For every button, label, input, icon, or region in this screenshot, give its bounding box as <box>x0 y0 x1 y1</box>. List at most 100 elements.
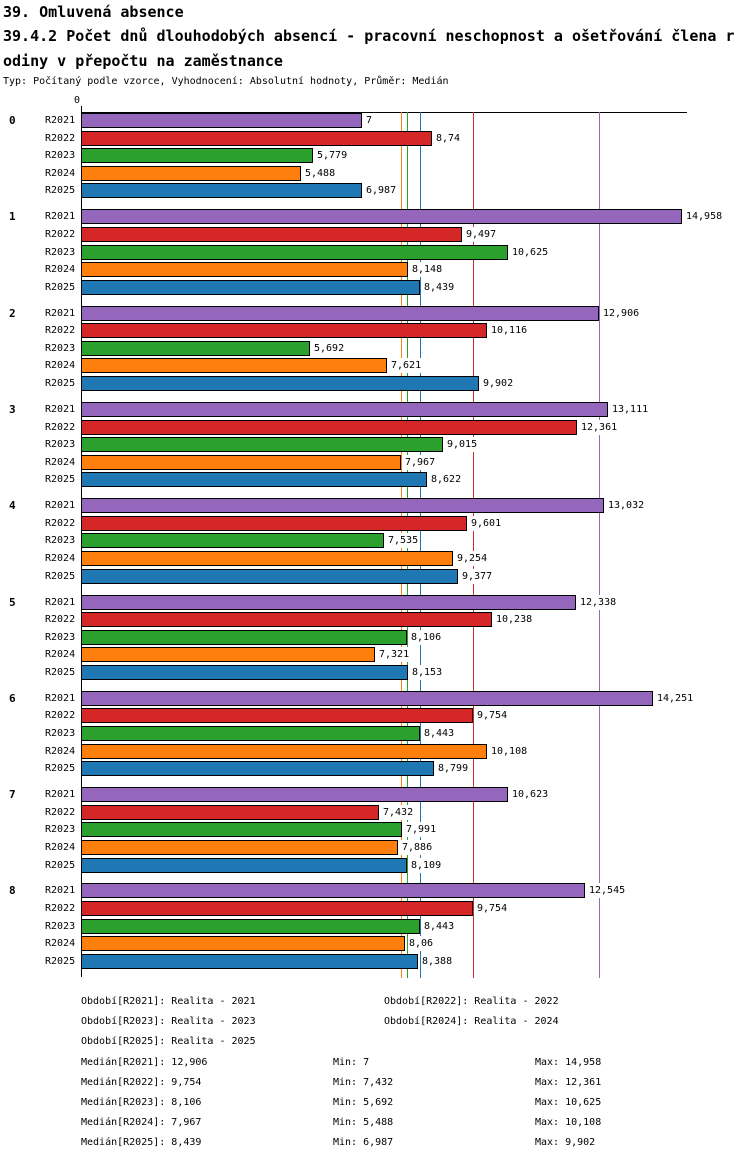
chart-title-line-1: 39.4.2 Počet dnů dlouhodobých absencí - … <box>3 27 735 45</box>
legend-min: Min: 5,692 <box>333 1097 394 1108</box>
series-label: R2024 <box>45 553 76 564</box>
bar-r2025 <box>81 954 418 969</box>
series-label: R2023 <box>45 343 76 354</box>
x-axis-line <box>81 112 687 113</box>
bar-value-label: 10,625 <box>511 245 550 260</box>
series-label: R2024 <box>45 649 76 660</box>
legend-period: Období[R2023]: Realita - 2023 <box>81 1016 256 1027</box>
bar-r2024 <box>81 744 487 759</box>
series-label: R2025 <box>45 667 76 678</box>
bar-value-label: 13,032 <box>607 498 646 513</box>
series-label: R2022 <box>45 325 76 336</box>
bar-r2023 <box>81 533 384 548</box>
bar-value-label: 9,254 <box>456 551 489 566</box>
bar-value-label: 8,109 <box>410 858 443 873</box>
group-label: 3 <box>9 403 16 416</box>
series-label: R2022 <box>45 710 76 721</box>
bar-r2022 <box>81 420 577 435</box>
series-label: R2021 <box>45 500 76 511</box>
bar-value-label: 7,886 <box>401 840 434 855</box>
bar-value-label: 6,987 <box>365 183 398 198</box>
bar-r2021 <box>81 306 599 321</box>
series-label: R2023 <box>45 728 76 739</box>
series-label: R2023 <box>45 439 76 450</box>
bar-r2021 <box>81 402 608 417</box>
series-label: R2023 <box>45 632 76 643</box>
series-label: R2022 <box>45 422 76 433</box>
legend-max: Max: 14,958 <box>535 1057 602 1068</box>
bar-r2023 <box>81 630 407 645</box>
series-label: R2025 <box>45 571 76 582</box>
bar-value-label: 7,321 <box>378 647 411 662</box>
bar-value-label: 10,238 <box>495 612 534 627</box>
series-label: R2025 <box>45 378 76 389</box>
legend-period: Období[R2024]: Realita - 2024 <box>384 1016 559 1027</box>
bar-r2023 <box>81 822 402 837</box>
bar-value-label: 7,991 <box>405 822 438 837</box>
bar-r2022 <box>81 805 379 820</box>
bar-value-label: 9,497 <box>465 227 498 242</box>
bar-r2023 <box>81 919 420 934</box>
bar-value-label: 8,799 <box>437 761 470 776</box>
group-label: 0 <box>9 114 16 127</box>
bar-r2024 <box>81 358 387 373</box>
bar-value-label: 8,74 <box>435 131 462 146</box>
group-label: 7 <box>9 788 16 801</box>
bar-r2024 <box>81 936 405 951</box>
bar-value-label: 7,432 <box>382 805 415 820</box>
bar-value-label: 8,622 <box>430 472 463 487</box>
bar-value-label: 14,958 <box>685 209 724 224</box>
bar-r2021 <box>81 498 604 513</box>
series-label: R2024 <box>45 457 76 468</box>
bar-value-label: 14,251 <box>656 691 695 706</box>
median-line-r2022 <box>473 112 474 978</box>
bar-r2024 <box>81 647 375 662</box>
series-label: R2024 <box>45 360 76 371</box>
bar-r2022 <box>81 901 473 916</box>
bar-value-label: 9,015 <box>446 437 479 452</box>
bar-value-label: 13,111 <box>611 402 650 417</box>
bar-r2022 <box>81 323 487 338</box>
bar-value-label: 9,754 <box>476 708 509 723</box>
bar-value-label: 12,545 <box>588 883 627 898</box>
legend-median: Medián[R2023]: 8,106 <box>81 1097 202 1108</box>
bar-r2022 <box>81 612 492 627</box>
bar-r2024 <box>81 166 301 181</box>
bar-value-label: 8,153 <box>411 665 444 680</box>
series-label: R2022 <box>45 614 76 625</box>
bar-value-label: 7,535 <box>387 533 420 548</box>
bar-r2025 <box>81 761 434 776</box>
legend-min: Min: 6,987 <box>333 1137 394 1148</box>
bar-r2021 <box>81 595 576 610</box>
series-label: R2023 <box>45 535 76 546</box>
bar-value-label: 8,439 <box>423 280 456 295</box>
bar-r2022 <box>81 516 467 531</box>
bar-r2021 <box>81 787 508 802</box>
bar-value-label: 10,108 <box>490 744 529 759</box>
bar-value-label: 12,361 <box>580 420 619 435</box>
series-label: R2021 <box>45 404 76 415</box>
bar-value-label: 8,388 <box>421 954 454 969</box>
bar-value-label: 5,692 <box>313 341 346 356</box>
legend-median: Medián[R2025]: 8,439 <box>81 1137 202 1148</box>
chart-subtitle: Typ: Počítaný podle vzorce, Vyhodnocení:… <box>3 76 449 87</box>
series-label: R2021 <box>45 789 76 800</box>
bar-r2021 <box>81 113 362 128</box>
bar-r2024 <box>81 262 408 277</box>
series-label: R2021 <box>45 115 76 126</box>
bar-r2021 <box>81 883 585 898</box>
legend-min: Min: 7,432 <box>333 1077 394 1088</box>
bar-r2025 <box>81 472 427 487</box>
series-label: R2022 <box>45 518 76 529</box>
bar-value-label: 9,377 <box>461 569 494 584</box>
series-label: R2024 <box>45 168 76 179</box>
series-label: R2024 <box>45 842 76 853</box>
series-label: R2025 <box>45 956 76 967</box>
bar-value-label: 5,488 <box>304 166 337 181</box>
series-label: R2022 <box>45 807 76 818</box>
legend-max: Max: 10,625 <box>535 1097 602 1108</box>
bar-value-label: 12,906 <box>602 306 641 321</box>
series-label: R2021 <box>45 308 76 319</box>
series-label: R2022 <box>45 133 76 144</box>
median-line-r2025 <box>420 112 421 978</box>
